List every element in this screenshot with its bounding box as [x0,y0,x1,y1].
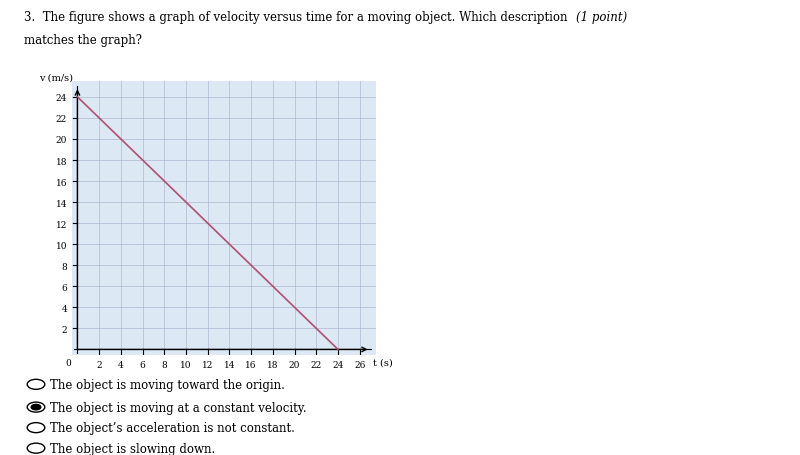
Text: matches the graph?: matches the graph? [24,34,142,47]
Text: 0: 0 [66,358,72,367]
Text: (1 point): (1 point) [576,11,627,25]
Text: v (m/s): v (m/s) [38,73,73,82]
Text: 3.  The figure shows a graph of velocity versus time for a moving object. Which : 3. The figure shows a graph of velocity … [24,11,567,25]
Text: The object is moving toward the origin.: The object is moving toward the origin. [50,378,285,391]
Text: The object is moving at a constant velocity.: The object is moving at a constant veloc… [50,401,306,414]
Text: The object is slowing down.: The object is slowing down. [50,442,215,455]
Text: t (s): t (s) [373,358,393,367]
Text: The object’s acceleration is not constant.: The object’s acceleration is not constan… [50,421,294,434]
